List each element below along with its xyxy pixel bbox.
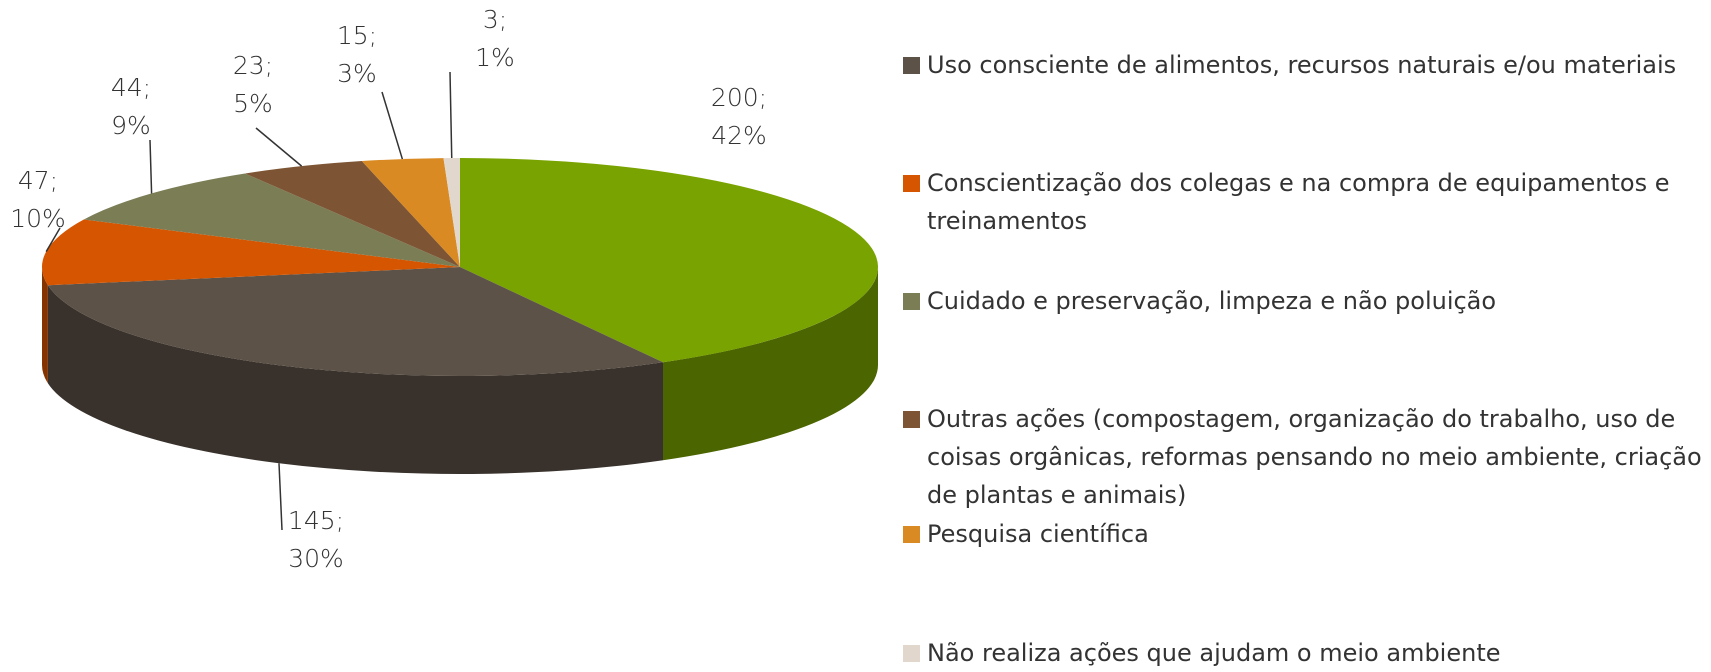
legend-label: Pesquisa científica (927, 520, 1149, 548)
data-label: 1% (475, 43, 515, 72)
leader-line (278, 463, 283, 531)
slice (245, 161, 460, 267)
slice (83, 173, 460, 267)
leader-line (45, 227, 61, 252)
slice-side (47, 285, 664, 474)
leader-line (449, 71, 453, 159)
legend-item: Não realiza ações que ajudam o meio ambi… (903, 634, 1703, 672)
slice (47, 267, 664, 376)
legend-swatch (903, 411, 920, 428)
legend-item: Cuidado e preservação, limpeza e não pol… (903, 282, 1703, 320)
data-label: 3; (483, 5, 507, 34)
slice-side (663, 267, 878, 461)
data-label: 42% (711, 121, 767, 150)
legend-item: Uso consciente de alimentos, recursos na… (903, 46, 1703, 84)
slice-side (42, 267, 48, 384)
data-label: 145; (288, 506, 344, 535)
leader-line (255, 127, 303, 167)
leader-line (381, 91, 404, 160)
data-label: 30% (288, 544, 344, 573)
data-label: 47; (18, 166, 58, 195)
legend-label: Conscientização dos colegas e na compra … (927, 169, 1670, 235)
data-label: 44; (111, 73, 151, 102)
legend-swatch (903, 645, 920, 662)
data-label: 3% (337, 59, 377, 88)
legend-swatch (903, 526, 920, 543)
legend-swatch (903, 293, 920, 310)
legend-label: Uso consciente de alimentos, recursos na… (927, 51, 1677, 79)
legend-label: Cuidado e preservação, limpeza e não pol… (927, 287, 1497, 315)
legend-label: Não realiza ações que ajudam o meio ambi… (927, 639, 1501, 667)
legend-item: Outras ações (compostagem, organização d… (903, 400, 1703, 514)
leader-line (149, 139, 153, 194)
legend-item: Conscientização dos colegas e na compra … (903, 164, 1703, 240)
legend-label: Outras ações (compostagem, organização d… (927, 405, 1702, 509)
legend-swatch (903, 175, 920, 192)
slice (361, 158, 460, 267)
legend-swatch (903, 57, 920, 74)
data-label: 5% (233, 89, 273, 118)
data-label: 15; (337, 21, 377, 50)
data-label: 23; (233, 51, 273, 80)
data-label: 9% (111, 111, 151, 140)
data-label: 10% (10, 204, 66, 233)
slice (443, 158, 460, 267)
legend-item: Pesquisa científica (903, 515, 1703, 553)
slice (460, 158, 878, 363)
data-label: 200; (711, 83, 767, 112)
slice (41, 219, 460, 286)
